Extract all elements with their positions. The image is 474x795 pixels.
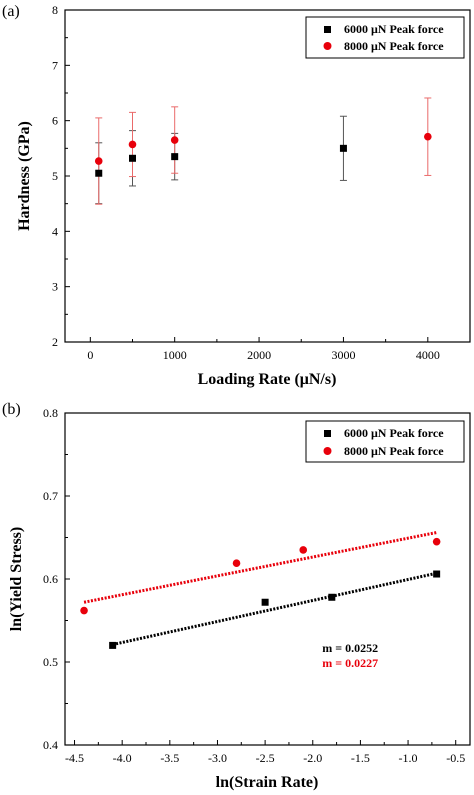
data-point-series-1 [94,157,103,165]
y-tick-label: 2 [52,335,58,349]
data-point-series-1 [299,546,308,554]
x-tick-label: -0.5 [446,751,465,765]
y-tick-label: 5 [52,169,58,183]
data-point-series-1 [424,132,432,141]
panel-a-label: (a) [2,3,20,20]
y-tick-label: 0.4 [43,738,58,752]
panel-a-legend-box [305,16,465,59]
panel-b-y-axis-label: ln(Yield Stress) [8,527,25,631]
panel-b-legend-label-6000: 6000 μN Peak force [344,426,444,440]
y-tick-label: 4 [52,224,58,238]
data-point-series-0 [109,641,117,649]
x-tick-label: 1000 [163,348,187,362]
data-point-series-0 [171,153,179,161]
x-tick-label: -1.0 [399,751,418,765]
fit-line-series-1 [83,531,437,604]
x-tick-label: -2.0 [303,751,322,765]
x-tick-label: -3.5 [160,751,179,765]
panel-a-legend-marker-8000 [323,42,332,50]
panel-a-errorbars [95,97,432,205]
y-tick-label: 8 [52,3,58,17]
panel-a-plot-frame [64,9,471,343]
data-point-series-0 [433,570,441,578]
x-tick-label: 2000 [247,348,271,362]
panel-b-fit-lines [83,531,437,647]
panel-a-legend-label-6000: 6000 μN Peak force [344,22,444,36]
x-tick-label: -2.5 [256,751,275,765]
data-point-series-0 [129,154,136,162]
panel-b-ticks: -4.5 -4.0 -3.5 -3.0 -2.5 -2.0 -1.5 -1.0 -0.5 0.4 0… [43,406,465,765]
y-tick-label: 7 [52,58,58,72]
data-point-series-1 [170,136,179,144]
x-tick-label: -4.0 [113,751,132,765]
panel-a-ticks: 0 1000 2000 3000 4000 2 3 4 5 6 7 8 [52,3,471,362]
y-tick-label: 0.7 [43,489,58,503]
x-tick-label: -1.5 [351,751,370,765]
panel-a-y-axis-label: Hardness (GPa) [16,121,33,231]
panel-b-legend-marker-6000 [324,430,331,437]
x-tick-label: -3.0 [208,751,227,765]
data-point-series-1 [232,559,241,568]
data-point-series-0 [95,169,103,177]
y-tick-label: 0.6 [43,572,58,586]
data-point-series-1 [432,537,441,546]
panel-a-marks [94,132,432,177]
panel-b-legend-marker-8000 [323,447,332,455]
y-tick-label: 0.5 [43,655,58,669]
x-tick-label: 3000 [331,348,355,362]
panel-a: (a) 0 1000 2000 3000 4000 2 3 4 5 6 7 8 Loading Rat… [2,3,471,388]
panel-b-slope-6000: m = 0.0252 [322,641,378,655]
panel-b-slope-8000: m = 0.0227 [322,656,378,670]
x-tick-label: -4.5 [65,751,84,765]
panel-b: (b) -4.5 -4.0 -3.5 -3.0 -2.5 -2.0 -1.5 -1.0 -0.5… [2,401,471,791]
data-point-series-0 [339,144,347,152]
y-tick-label: 3 [52,280,58,294]
panel-b-legend-box [305,420,465,463]
panel-b-x-axis-label: ln(Strain Rate) [216,774,319,791]
fit-line-series-0 [112,571,437,647]
data-point-series-1 [128,140,137,149]
panel-b-label: (b) [2,401,21,418]
panel-b-legend-label-8000: 8000 μN Peak force [344,444,444,458]
panel-b-plot-frame [64,412,471,746]
x-tick-label: 0 [87,348,93,362]
panel-a-legend: 6000 μN Peak force 8000 μN Peak force [305,16,465,59]
y-tick-label: 6 [52,114,58,128]
data-point-series-0 [328,593,336,601]
panel-a-legend-marker-6000 [324,26,331,33]
x-tick-label: 4000 [416,348,440,362]
panel-a-legend-label-8000: 8000 μN Peak force [344,39,444,53]
panel-b-legend: 6000 μN Peak force 8000 μN Peak force [305,420,465,463]
data-point-series-0 [261,598,269,606]
panel-b-marks [80,537,441,649]
panel-a-x-axis-label: Loading Rate (μN/s) [198,371,337,388]
y-tick-label: 0.8 [43,406,58,420]
data-point-series-1 [80,606,88,615]
